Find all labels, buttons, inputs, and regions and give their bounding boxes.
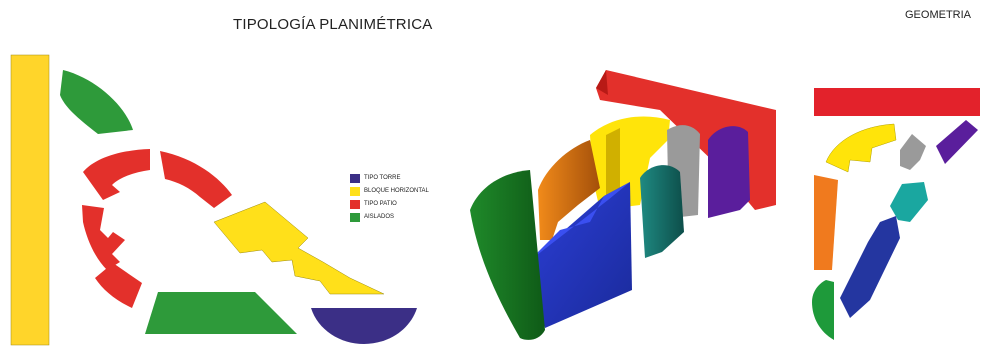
geometry-green-piece [812,280,834,340]
legend: TIPO TORRE BLOQUE HORIZONTAL TIPO PATIO … [350,172,460,224]
teal-block-3d [640,165,684,258]
legend-swatch [350,199,360,209]
legend-item: TIPO TORRE [350,172,460,184]
green-curved-3d [470,170,545,340]
orange-block-3d [538,140,600,240]
legend-item: AISLADOS [350,211,460,223]
yellow-long-bar [10,54,50,346]
yellow-curved-side [606,128,620,205]
legend-label: BLOQUE HORIZONTAL [364,188,429,194]
red-patio-bottom-left [95,263,142,308]
geometry-title: GEOMETRIA [905,9,972,21]
red-wall-side [596,70,608,95]
purple-half-disc [311,308,417,344]
red-patio-left [82,205,125,270]
legend-label: AISLADOS [364,214,395,220]
geometry-grey-piece [900,134,926,170]
legend-label: TIPO PATIO [364,201,397,207]
legend-item: TIPO PATIO [350,198,460,210]
legend-swatch [350,212,360,222]
green-top-wedge [60,70,133,134]
legend-swatch [350,173,360,183]
legend-item: BLOQUE HORIZONTAL [350,185,460,197]
green-trapezoid [145,292,297,334]
violet-block-3d [708,126,750,218]
yellow-horizontal-block [213,201,385,295]
legend-swatch [350,186,360,196]
legend-label: TIPO TORRE [364,175,401,181]
geometry-teal-piece [890,182,928,222]
geometry-violet-piece [936,120,978,164]
blue-block-top [528,182,630,262]
diagram-title: TIPOLOGÍA PLANIMÉTRICA [233,16,433,33]
geometry-orange-piece [814,175,838,270]
red-patio-top-right [160,151,232,208]
blue-block-3d [528,182,632,328]
geometry-red-bar [814,88,980,116]
geometry-yellow-arc [825,123,897,173]
geometry-blue-piece [840,216,900,318]
red-patio-top-left [83,149,150,200]
